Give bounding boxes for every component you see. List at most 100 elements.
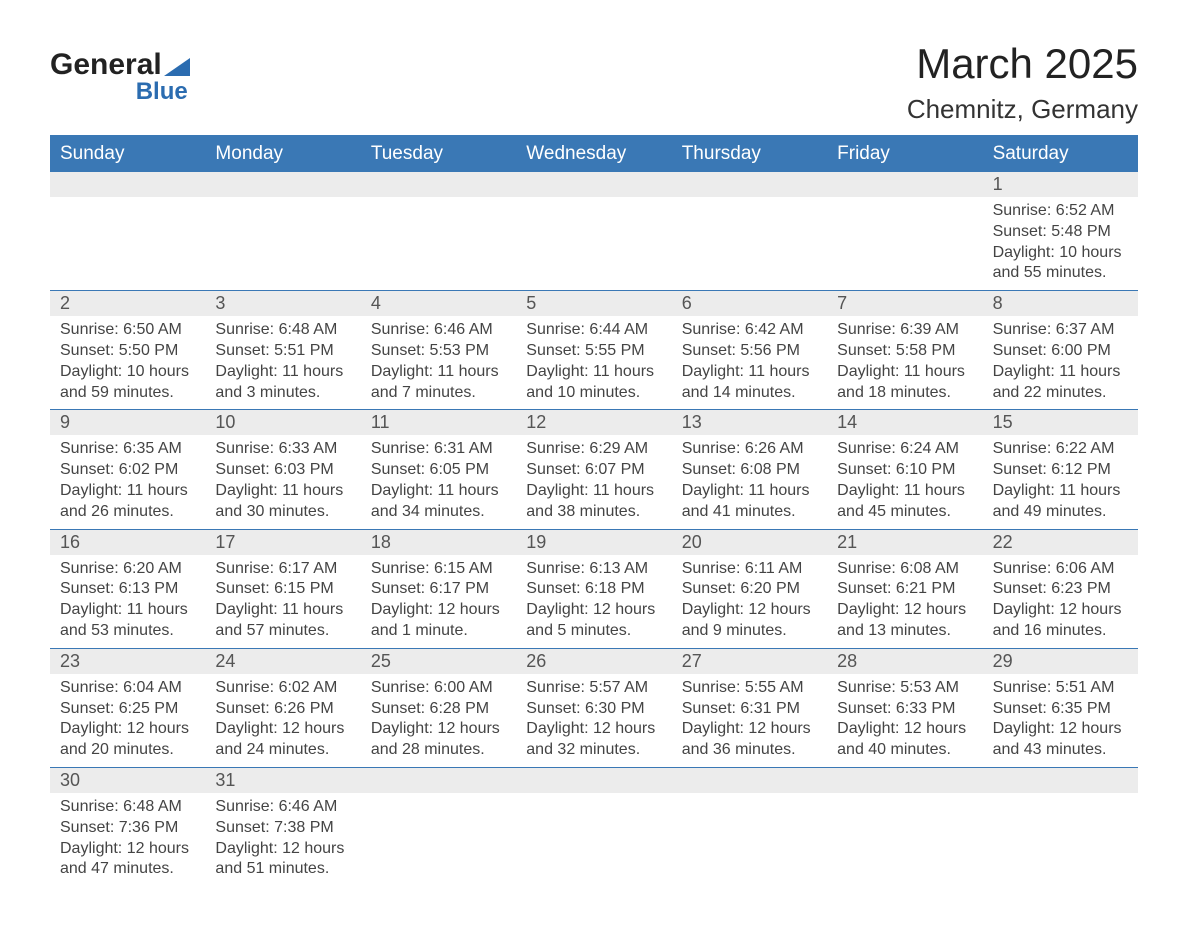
day-cell bbox=[50, 197, 205, 290]
day-sunset: Sunset: 7:38 PM bbox=[215, 818, 350, 839]
day-sunrise: Sunrise: 6:48 AM bbox=[60, 797, 195, 818]
day-daylight: Daylight: 12 hours and 36 minutes. bbox=[682, 719, 817, 761]
day-sunset: Sunset: 5:58 PM bbox=[837, 341, 972, 362]
day-daylight: Daylight: 11 hours and 30 minutes. bbox=[215, 481, 350, 523]
day-number: 27 bbox=[672, 649, 827, 674]
day-cell bbox=[516, 197, 671, 290]
day-sunset: Sunset: 6:13 PM bbox=[60, 579, 195, 600]
week-row: 3031Sunrise: 6:48 AMSunset: 7:36 PMDayli… bbox=[50, 767, 1138, 886]
day-cell: Sunrise: 6:50 AMSunset: 5:50 PMDaylight:… bbox=[50, 316, 205, 409]
day-number: 8 bbox=[983, 291, 1138, 316]
day-daylight: Daylight: 12 hours and 9 minutes. bbox=[682, 600, 817, 642]
day-sunrise: Sunrise: 6:31 AM bbox=[371, 439, 506, 460]
daynum-row: 2345678 bbox=[50, 291, 1138, 316]
day-daylight: Daylight: 12 hours and 5 minutes. bbox=[526, 600, 661, 642]
day-number: 31 bbox=[205, 768, 360, 793]
day-number: 21 bbox=[827, 530, 982, 555]
day-sunrise: Sunrise: 6:42 AM bbox=[682, 320, 817, 341]
day-sunset: Sunset: 6:23 PM bbox=[993, 579, 1128, 600]
day-sunset: Sunset: 6:21 PM bbox=[837, 579, 972, 600]
dayhead: Wednesday bbox=[516, 137, 671, 171]
day-sunrise: Sunrise: 5:51 AM bbox=[993, 678, 1128, 699]
day-cell: Sunrise: 6:48 AMSunset: 5:51 PMDaylight:… bbox=[205, 316, 360, 409]
day-daylight: Daylight: 11 hours and 22 minutes. bbox=[993, 362, 1128, 404]
day-cell: Sunrise: 6:02 AMSunset: 6:26 PMDaylight:… bbox=[205, 674, 360, 767]
day-sunrise: Sunrise: 6:50 AM bbox=[60, 320, 195, 341]
daynum-row: 9101112131415 bbox=[50, 410, 1138, 435]
day-sunrise: Sunrise: 6:11 AM bbox=[682, 559, 817, 580]
day-sunset: Sunset: 6:25 PM bbox=[60, 699, 195, 720]
day-number: 19 bbox=[516, 530, 671, 555]
day-number: 3 bbox=[205, 291, 360, 316]
day-sunrise: Sunrise: 6:04 AM bbox=[60, 678, 195, 699]
calendar-body: 1Sunrise: 6:52 AMSunset: 5:48 PMDaylight… bbox=[50, 171, 1138, 886]
day-number: 22 bbox=[983, 530, 1138, 555]
day-number: 1 bbox=[983, 172, 1138, 197]
day-daylight: Daylight: 11 hours and 14 minutes. bbox=[682, 362, 817, 404]
week-row: 1Sunrise: 6:52 AMSunset: 5:48 PMDaylight… bbox=[50, 171, 1138, 290]
day-cell: Sunrise: 6:06 AMSunset: 6:23 PMDaylight:… bbox=[983, 555, 1138, 648]
day-daylight: Daylight: 12 hours and 16 minutes. bbox=[993, 600, 1128, 642]
month-title: March 2025 bbox=[907, 40, 1138, 88]
day-number bbox=[827, 768, 982, 793]
day-sunset: Sunset: 6:18 PM bbox=[526, 579, 661, 600]
day-cell bbox=[361, 197, 516, 290]
day-sunrise: Sunrise: 6:48 AM bbox=[215, 320, 350, 341]
day-number: 17 bbox=[205, 530, 360, 555]
day-number: 26 bbox=[516, 649, 671, 674]
day-sunset: Sunset: 6:30 PM bbox=[526, 699, 661, 720]
day-sunrise: Sunrise: 6:35 AM bbox=[60, 439, 195, 460]
day-sunset: Sunset: 6:02 PM bbox=[60, 460, 195, 481]
day-sunrise: Sunrise: 6:33 AM bbox=[215, 439, 350, 460]
day-sunrise: Sunrise: 6:02 AM bbox=[215, 678, 350, 699]
day-daylight: Daylight: 12 hours and 20 minutes. bbox=[60, 719, 195, 761]
day-sunset: Sunset: 5:53 PM bbox=[371, 341, 506, 362]
day-daylight: Daylight: 11 hours and 7 minutes. bbox=[371, 362, 506, 404]
day-number bbox=[672, 768, 827, 793]
day-daylight: Daylight: 11 hours and 41 minutes. bbox=[682, 481, 817, 523]
day-sunset: Sunset: 6:08 PM bbox=[682, 460, 817, 481]
day-cell: Sunrise: 6:33 AMSunset: 6:03 PMDaylight:… bbox=[205, 435, 360, 528]
day-sunset: Sunset: 6:31 PM bbox=[682, 699, 817, 720]
day-sunrise: Sunrise: 6:39 AM bbox=[837, 320, 972, 341]
day-cell: Sunrise: 6:29 AMSunset: 6:07 PMDaylight:… bbox=[516, 435, 671, 528]
day-number bbox=[516, 768, 671, 793]
day-cell bbox=[672, 793, 827, 886]
day-sunrise: Sunrise: 6:08 AM bbox=[837, 559, 972, 580]
day-cell: Sunrise: 6:52 AMSunset: 5:48 PMDaylight:… bbox=[983, 197, 1138, 290]
day-daylight: Daylight: 12 hours and 51 minutes. bbox=[215, 839, 350, 881]
day-number: 11 bbox=[361, 410, 516, 435]
day-number bbox=[827, 172, 982, 197]
day-sunset: Sunset: 5:56 PM bbox=[682, 341, 817, 362]
day-cell: Sunrise: 5:55 AMSunset: 6:31 PMDaylight:… bbox=[672, 674, 827, 767]
day-number: 4 bbox=[361, 291, 516, 316]
day-cell: Sunrise: 6:20 AMSunset: 6:13 PMDaylight:… bbox=[50, 555, 205, 648]
day-cell: Sunrise: 6:08 AMSunset: 6:21 PMDaylight:… bbox=[827, 555, 982, 648]
day-sunset: Sunset: 6:35 PM bbox=[993, 699, 1128, 720]
day-sunset: Sunset: 6:10 PM bbox=[837, 460, 972, 481]
day-number: 28 bbox=[827, 649, 982, 674]
day-cell: Sunrise: 6:24 AMSunset: 6:10 PMDaylight:… bbox=[827, 435, 982, 528]
logo-triangle-icon bbox=[164, 58, 190, 76]
day-cell bbox=[361, 793, 516, 886]
dayhead: Tuesday bbox=[361, 137, 516, 171]
day-number: 16 bbox=[50, 530, 205, 555]
day-daylight: Daylight: 11 hours and 18 minutes. bbox=[837, 362, 972, 404]
day-sunset: Sunset: 6:33 PM bbox=[837, 699, 972, 720]
day-number: 23 bbox=[50, 649, 205, 674]
dayhead: Friday bbox=[827, 137, 982, 171]
day-daylight: Daylight: 11 hours and 34 minutes. bbox=[371, 481, 506, 523]
day-daylight: Daylight: 11 hours and 3 minutes. bbox=[215, 362, 350, 404]
day-cell: Sunrise: 6:48 AMSunset: 7:36 PMDaylight:… bbox=[50, 793, 205, 886]
day-cell: Sunrise: 6:26 AMSunset: 6:08 PMDaylight:… bbox=[672, 435, 827, 528]
day-sunrise: Sunrise: 6:00 AM bbox=[371, 678, 506, 699]
day-cell bbox=[672, 197, 827, 290]
day-cell: Sunrise: 6:15 AMSunset: 6:17 PMDaylight:… bbox=[361, 555, 516, 648]
week-row: 16171819202122Sunrise: 6:20 AMSunset: 6:… bbox=[50, 529, 1138, 648]
week-row: 2345678Sunrise: 6:50 AMSunset: 5:50 PMDa… bbox=[50, 290, 1138, 409]
daynum-row: 23242526272829 bbox=[50, 649, 1138, 674]
day-number bbox=[361, 172, 516, 197]
dayhead: Sunday bbox=[50, 137, 205, 171]
location: Chemnitz, Germany bbox=[907, 94, 1138, 125]
day-cell: Sunrise: 6:37 AMSunset: 6:00 PMDaylight:… bbox=[983, 316, 1138, 409]
